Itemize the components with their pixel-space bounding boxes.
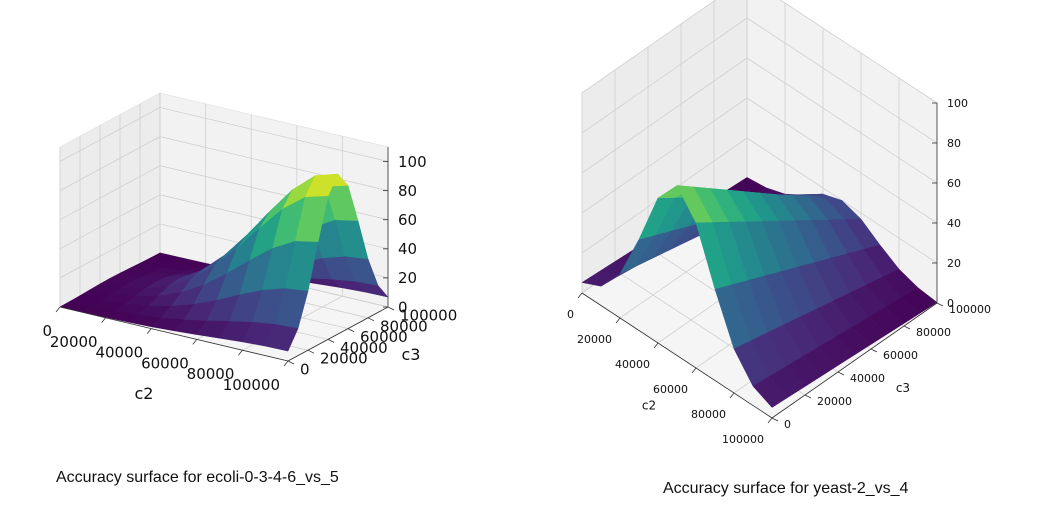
y-tick-mark [771, 417, 779, 422]
y-tick-label: 40000 [340, 339, 388, 357]
y-axis-line [771, 302, 938, 419]
y-tick-label: 60000 [360, 328, 408, 346]
y-tick-label: 20000 [817, 395, 852, 408]
x-axis-line [59, 306, 289, 362]
z-tick-label: 80 [947, 137, 961, 150]
y-axis-line [287, 306, 389, 362]
x-tick-label: 20000 [50, 333, 98, 351]
z-tick-label: 100 [947, 97, 968, 110]
x-tick-mark [283, 360, 289, 367]
x-tick-label: 0 [567, 308, 574, 321]
chart-yeast: 0200004000060000800001000000200004000060… [567, 0, 991, 446]
y-tick-mark [837, 371, 845, 376]
x-tick-mark [767, 417, 773, 424]
x-tick-mark [729, 392, 735, 399]
y-axis-label: c3 [402, 345, 421, 364]
y-tick-mark [387, 306, 395, 311]
z-tick-label: 100 [398, 153, 427, 171]
y-tick-mark [804, 394, 812, 399]
z-tick-label: 60 [947, 177, 961, 190]
y-tick-label: 0 [784, 418, 791, 431]
y-tick-mark [367, 317, 375, 322]
x-tick-mark [615, 317, 621, 324]
z-tick-label: 0 [947, 297, 954, 310]
y-tick-label: 20000 [320, 350, 368, 368]
y-tick-label: 40000 [850, 372, 885, 385]
surface-patch [752, 376, 789, 408]
caption-ecoli: Accuracy surface for ecoli-0-3-4-6_vs_5 [56, 469, 339, 486]
z-tick-label: 20 [398, 269, 417, 287]
y-tick-label: 80000 [380, 317, 428, 335]
y-tick-mark [347, 328, 355, 332]
y-tick-label: 60000 [883, 349, 918, 362]
chart-ecoli: 0200004000060000800001000000200004000060… [42, 92, 457, 403]
y-tick-label: 100000 [400, 307, 457, 325]
x-tick-label: 100000 [223, 376, 280, 394]
surface-patch [264, 324, 299, 352]
x-tick-label: 40000 [95, 344, 143, 362]
z-tick-label: 40 [398, 240, 417, 258]
x-tick-mark [653, 342, 659, 349]
z-tick-label: 80 [398, 182, 417, 200]
x-tick-mark [55, 306, 61, 313]
x-tick-mark [238, 349, 243, 356]
x-tick-mark [101, 317, 106, 324]
y-tick-label: 0 [300, 361, 310, 379]
z-tick-label: 20 [947, 257, 961, 270]
y-tick-mark [903, 325, 911, 330]
x-tick-label: 80000 [691, 408, 726, 421]
x-axis-label: c2 [135, 384, 154, 403]
y-axis-label: c3 [896, 381, 910, 395]
x-tick-label: 60000 [141, 354, 189, 372]
x-tick-mark [691, 367, 697, 374]
x-axis-label: c2 [642, 399, 656, 413]
z-tick-label: 60 [398, 211, 417, 229]
y-tick-label: 100000 [949, 303, 991, 316]
y-tick-mark [870, 348, 878, 353]
y-tick-mark [307, 349, 315, 354]
surface [59, 173, 389, 352]
x-tick-label: 80000 [187, 365, 235, 383]
x-tick-mark [192, 339, 198, 345]
x-tick-label: 60000 [653, 383, 688, 396]
x-tick-label: 20000 [577, 333, 612, 346]
y-tick-mark [287, 360, 295, 365]
caption-yeast: Accuracy surface for yeast-2_vs_4 [663, 480, 909, 497]
x-tick-label: 100000 [722, 433, 764, 446]
x-tick-mark [577, 292, 583, 299]
y-tick-mark [327, 339, 335, 343]
z-tick-label: 40 [947, 217, 961, 230]
y-tick-mark [936, 302, 944, 307]
x-tick-label: 0 [42, 322, 52, 340]
x-tick-label: 40000 [615, 358, 650, 371]
x-tick-mark [146, 328, 152, 334]
x-axis-line [581, 292, 773, 419]
y-tick-label: 80000 [916, 326, 951, 339]
z-tick-label: 0 [398, 298, 408, 316]
surface [581, 177, 938, 408]
